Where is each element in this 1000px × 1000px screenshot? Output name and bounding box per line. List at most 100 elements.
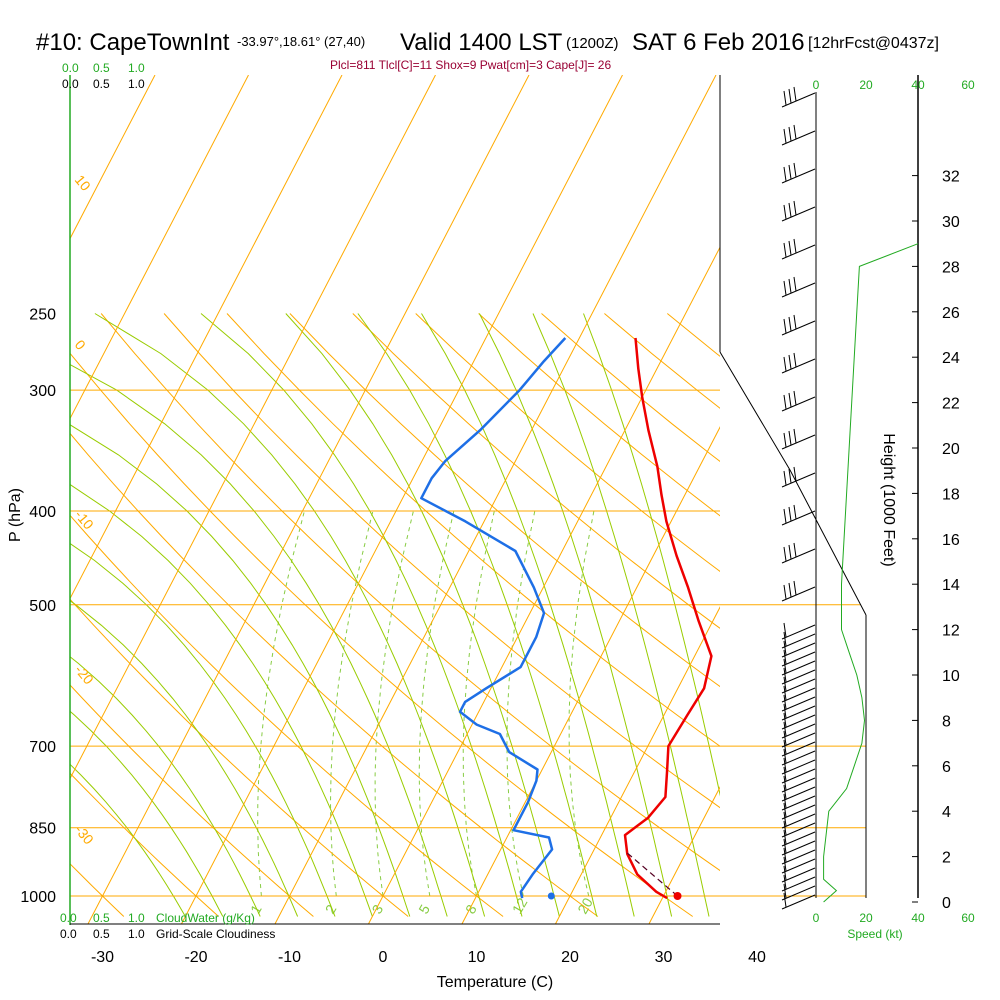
speed-tick-40: 40	[911, 911, 925, 925]
wind-barb-flag	[783, 793, 787, 809]
cloudwater-scale-top-1: 0.5	[93, 61, 110, 75]
wind-barb-flag	[783, 892, 787, 908]
height-tick-6: 6	[942, 759, 951, 776]
wind-barb-flag	[783, 508, 787, 524]
wind-barb-shaft	[781, 92, 816, 108]
wind-barb-flag	[783, 242, 787, 258]
dry-adiabat-90	[415, 313, 720, 572]
speed-tick-20: 20	[859, 911, 873, 925]
sounding-profiles	[420, 337, 713, 900]
wind-barb-shaft	[781, 813, 816, 829]
wind-barb-shaft	[781, 885, 816, 901]
wind-barb-shaft	[781, 705, 816, 721]
moist-adiabat-12	[94, 313, 486, 917]
moist-adiabat-4	[70, 424, 411, 917]
wind-barb-shaft	[781, 651, 816, 667]
zulu-time: (1200Z)	[566, 35, 619, 52]
cloudiness-scale-top-2: 1.0	[128, 77, 145, 91]
dry-adiabat-100	[478, 313, 720, 517]
stability-indices: Plcl=811 Tlcl[C]=11 Shox=9 Pwat[cm]=3 Ca…	[330, 58, 611, 72]
moist-adiabat-0	[70, 483, 373, 917]
wind-barb-shaft	[781, 732, 816, 748]
wind-barb-shaft	[781, 206, 816, 222]
isotherm--50	[70, 75, 343, 600]
surface-dewpoint-marker	[547, 892, 555, 900]
station-coords: -33.97°,18.61° (27,40)	[237, 34, 365, 49]
moist-adiabat-8	[70, 364, 448, 917]
wind-barb-flag	[783, 90, 787, 106]
mixing-ratio-label: 8	[462, 902, 480, 917]
height-tick-16: 16	[942, 532, 960, 549]
moist-adiabat-24	[357, 313, 598, 917]
wind-barb-shaft	[781, 633, 816, 649]
wind-barb-flag	[783, 166, 787, 182]
wind-barb-shaft	[781, 434, 816, 450]
forecast-run: [12hrFcst@0437z]	[808, 35, 939, 52]
wind-barb-shaft	[781, 750, 816, 766]
wind-barb-flag	[783, 847, 787, 863]
wind-barb-shaft	[781, 696, 816, 712]
dry-adiabat-30	[70, 352, 693, 917]
wind-barb-shaft	[781, 358, 816, 374]
isotherm-label: -30	[72, 822, 97, 848]
wind-barb-flag	[788, 544, 792, 560]
wind-barb-flag	[783, 685, 787, 701]
wind-barb-flag	[783, 874, 787, 890]
wind-barb-flag	[793, 124, 797, 140]
dry-adiabat-80	[352, 313, 720, 629]
wind-barb-flag	[788, 278, 792, 294]
wind-barb-shaft	[781, 858, 816, 874]
wind-barb-shaft	[781, 867, 816, 883]
moist-adiabat-36	[532, 313, 710, 917]
wind-barb-flag	[783, 829, 787, 845]
wind-barb-flag	[793, 352, 797, 368]
wind-barb-shaft	[781, 822, 816, 838]
height-tick-0: 0	[942, 895, 951, 912]
cloudwater-scale-0: 0.0	[60, 911, 77, 925]
isotherm--20	[181, 75, 623, 925]
temperature-tick-20: 20	[561, 949, 579, 966]
dry-adiabat-70	[289, 313, 720, 688]
wind-barb-flag	[783, 775, 787, 791]
moist-adiabat--4	[70, 542, 336, 917]
speed-tick-60: 60	[961, 911, 975, 925]
wind-barb-flag	[783, 676, 787, 692]
wind-barb-flag	[788, 582, 792, 598]
wind-barb-flag	[783, 703, 787, 719]
wind-barb-flag	[793, 238, 797, 254]
temperature-tick-labels: -30 -20 -10 0 10 20 30 40	[91, 949, 766, 966]
wind-barb-shaft	[781, 759, 816, 775]
height-tick-24: 24	[942, 350, 960, 367]
height-tick-4: 4	[942, 804, 951, 821]
wind-barb-flag	[783, 766, 787, 782]
wind-barb-shaft	[781, 849, 816, 865]
wind-barb-flag	[793, 86, 797, 102]
wind-barb-flag	[783, 865, 787, 881]
isobar-lines	[70, 389, 866, 897]
pressure-tick-300: 300	[29, 383, 56, 400]
wind-barb-flag	[783, 820, 787, 836]
pressure-tick-1000: 1000	[20, 889, 56, 906]
dry-adiabat-50	[163, 313, 720, 809]
wind-barb-flag	[788, 506, 792, 522]
wind-barb-shaft	[781, 472, 816, 488]
wind-barb-shaft	[781, 831, 816, 847]
wind-barb-shaft	[781, 624, 816, 640]
dewpoint-profile	[420, 337, 567, 899]
height-tick-30: 30	[942, 214, 960, 231]
wind-barb-shaft	[781, 130, 816, 146]
wind-barb-flag	[783, 649, 787, 665]
wind-barb-flag	[788, 468, 792, 484]
mixing-ratio-8	[462, 510, 495, 897]
moist-adiabat--16	[70, 710, 224, 917]
wind-barb-flag	[783, 394, 787, 410]
cloudiness-scale-top-1: 0.5	[93, 77, 110, 91]
wind-barb-flag	[788, 354, 792, 370]
wind-barb-flag	[793, 276, 797, 292]
wind-barb-flag	[783, 318, 787, 334]
height-tick-14: 14	[942, 577, 960, 594]
temperature-axis-label: Temperature (C)	[437, 974, 553, 991]
wind-barb-flag	[783, 622, 787, 638]
